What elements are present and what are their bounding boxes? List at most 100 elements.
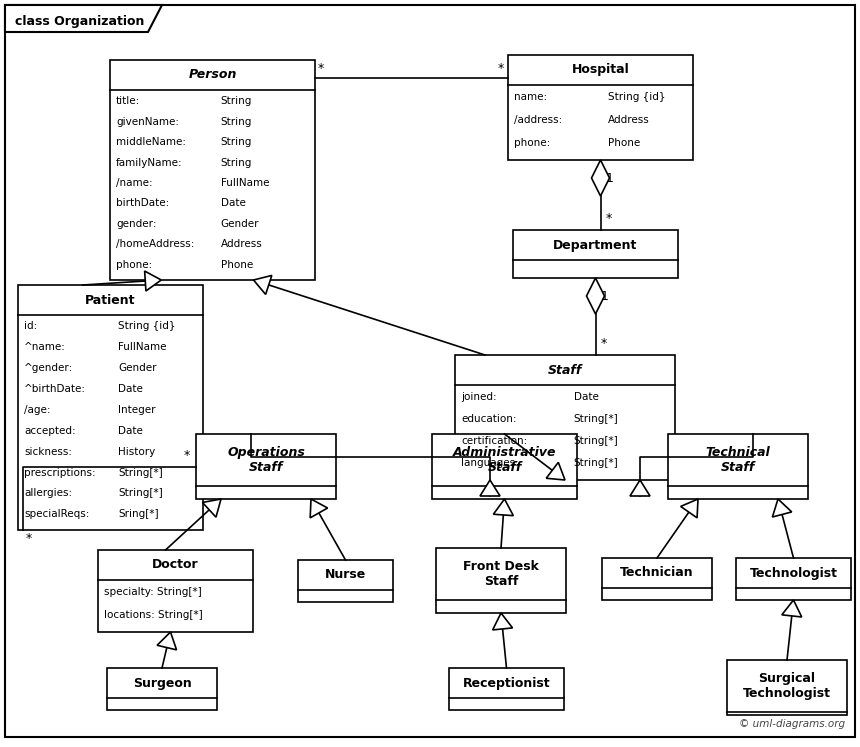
Text: Phone: Phone: [608, 138, 640, 148]
Text: class Organization: class Organization: [15, 16, 144, 28]
Text: joined:: joined:: [461, 392, 496, 402]
Polygon shape: [630, 480, 650, 496]
Text: History: History: [118, 447, 155, 456]
Text: languages:: languages:: [461, 459, 519, 468]
Polygon shape: [680, 499, 698, 518]
Text: Phone: Phone: [221, 260, 253, 270]
Text: accepted:: accepted:: [24, 426, 76, 436]
Polygon shape: [254, 276, 272, 294]
Text: Operations
Staff: Operations Staff: [227, 446, 305, 474]
Text: ^birthDate:: ^birthDate:: [24, 384, 86, 394]
Bar: [432, 434, 577, 499]
Polygon shape: [782, 600, 802, 617]
Bar: [110, 60, 315, 280]
Text: Staff: Staff: [548, 364, 582, 376]
Text: Administrative
Staff: Administrative Staff: [452, 446, 556, 474]
Text: phone:: phone:: [116, 260, 152, 270]
Text: specialReqs:: specialReqs:: [24, 509, 89, 519]
Text: Technician: Technician: [620, 566, 694, 580]
Polygon shape: [587, 278, 605, 314]
Text: education:: education:: [461, 415, 517, 424]
Text: Address: Address: [608, 115, 649, 125]
Text: sickness:: sickness:: [24, 447, 72, 456]
Text: Date: Date: [574, 392, 599, 402]
Text: Sring[*]: Sring[*]: [118, 509, 158, 519]
Polygon shape: [202, 499, 221, 517]
Text: *: *: [498, 62, 504, 75]
Bar: [98, 550, 253, 632]
Text: /age:: /age:: [24, 405, 51, 415]
Text: *: *: [318, 62, 324, 75]
Text: String[*]: String[*]: [574, 436, 618, 447]
Text: Patient: Patient: [85, 294, 136, 306]
Bar: [436, 548, 566, 613]
Text: FullName: FullName: [118, 342, 166, 353]
Bar: [107, 668, 217, 710]
Text: Surgical
Technologist: Surgical Technologist: [743, 672, 831, 700]
Text: Date: Date: [118, 426, 143, 436]
Text: Technical
Staff: Technical Staff: [705, 446, 771, 474]
Bar: [727, 660, 847, 715]
Text: familyName:: familyName:: [116, 158, 182, 167]
Text: String {id}: String {id}: [118, 321, 175, 332]
Bar: [513, 230, 678, 278]
Text: FullName: FullName: [221, 178, 269, 188]
Text: title:: title:: [116, 96, 140, 106]
Text: givenName:: givenName:: [116, 117, 179, 127]
Text: *: *: [184, 448, 190, 462]
Text: id:: id:: [24, 321, 37, 332]
Text: allergies:: allergies:: [24, 489, 72, 498]
Text: 1: 1: [600, 290, 608, 303]
Text: certification:: certification:: [461, 436, 527, 447]
Text: Hospital: Hospital: [572, 63, 630, 76]
Text: Front Desk
Staff: Front Desk Staff: [463, 560, 539, 588]
Text: ^gender:: ^gender:: [24, 363, 73, 374]
Text: Gender: Gender: [118, 363, 157, 374]
Polygon shape: [493, 613, 513, 630]
Text: Gender: Gender: [221, 219, 259, 229]
Polygon shape: [546, 462, 565, 480]
Text: String: String: [221, 96, 252, 106]
Text: String[*]: String[*]: [574, 415, 618, 424]
Text: 1: 1: [605, 172, 613, 185]
Text: Date: Date: [118, 384, 143, 394]
Polygon shape: [144, 271, 162, 291]
Text: gender:: gender:: [116, 219, 157, 229]
Text: Technologist: Technologist: [750, 566, 838, 580]
Bar: [196, 434, 336, 499]
Text: Integer: Integer: [118, 405, 156, 415]
Text: Receptionist: Receptionist: [463, 677, 550, 689]
Polygon shape: [157, 632, 176, 650]
Text: Surgeon: Surgeon: [132, 677, 192, 689]
Bar: [508, 55, 693, 160]
Text: © uml-diagrams.org: © uml-diagrams.org: [739, 719, 845, 729]
Text: String: String: [221, 117, 252, 127]
Bar: [298, 560, 393, 602]
Text: *: *: [605, 212, 611, 225]
Text: ^name:: ^name:: [24, 342, 66, 353]
Text: phone:: phone:: [514, 138, 550, 148]
Bar: [602, 558, 712, 600]
Text: birthDate:: birthDate:: [116, 199, 169, 208]
Text: middleName:: middleName:: [116, 137, 186, 147]
Text: String[*]: String[*]: [574, 459, 618, 468]
Bar: [455, 355, 675, 480]
Text: /name:: /name:: [116, 178, 152, 188]
Polygon shape: [772, 499, 792, 517]
Text: name:: name:: [514, 93, 547, 102]
Text: String: String: [221, 137, 252, 147]
Bar: [449, 668, 564, 710]
Text: Person: Person: [188, 69, 237, 81]
Polygon shape: [494, 499, 513, 515]
Text: String[*]: String[*]: [118, 489, 163, 498]
Bar: [18, 285, 203, 530]
Text: Date: Date: [221, 199, 246, 208]
Text: String: String: [221, 158, 252, 167]
Text: *: *: [26, 532, 33, 545]
Bar: [668, 434, 808, 499]
Text: specialty: String[*]: specialty: String[*]: [104, 587, 202, 598]
Text: Nurse: Nurse: [325, 568, 366, 581]
Text: String {id}: String {id}: [608, 93, 666, 102]
Polygon shape: [480, 480, 500, 496]
Text: prescriptions:: prescriptions:: [24, 468, 95, 477]
